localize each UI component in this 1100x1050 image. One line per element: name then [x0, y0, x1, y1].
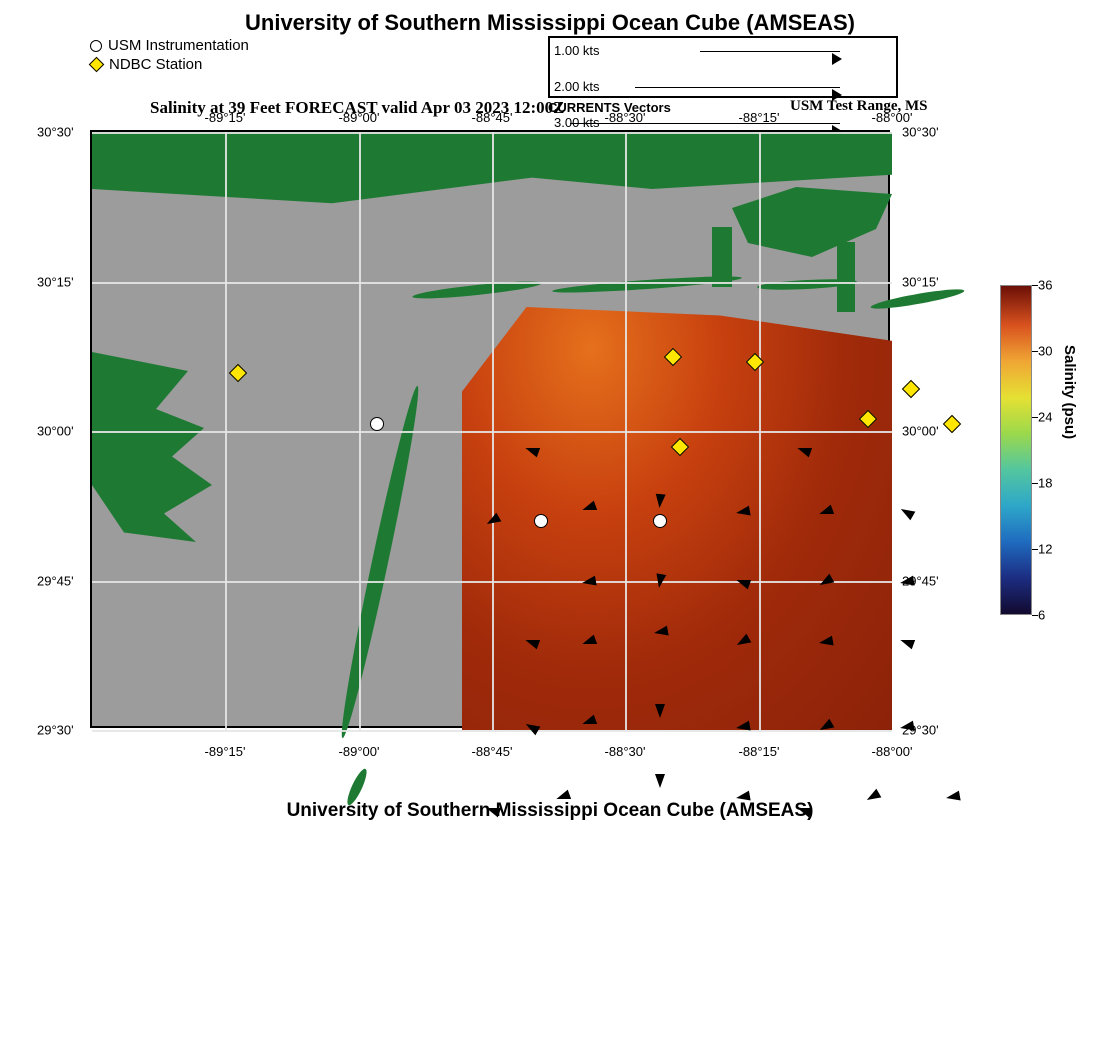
barrier-island-4: [870, 286, 965, 312]
tick-label-right-1: 30°15': [902, 275, 939, 290]
tick-label-right-0: 30°30': [902, 125, 939, 140]
usm-instrumentation-marker[interactable]: [534, 514, 548, 528]
ndbc-station-icon: [89, 57, 105, 73]
tick-label-bottom-4: -88°15': [739, 744, 780, 759]
current-vector-arrow: [652, 704, 668, 720]
tick-label-bottom-1: -89°00': [339, 744, 380, 759]
tick-label-left-2: 30°00': [37, 424, 74, 439]
tick-label-left-1: 30°15': [37, 275, 74, 290]
tick-label-right-2: 30°00': [902, 424, 939, 439]
page-title: University of Southern Mississippi Ocean…: [0, 10, 1100, 36]
colorbar-tick-label-4: 12: [1038, 542, 1052, 557]
vector-key-arrowhead-1: [832, 53, 842, 65]
tick-label-left-4: 29°30': [37, 723, 74, 738]
current-vector-arrow: [651, 623, 670, 642]
tick-label-left-3: 29°45': [37, 574, 74, 589]
tick-label-bottom-0: -89°15': [205, 744, 246, 759]
current-vector-arrow: [897, 573, 916, 592]
vector-key-label-2: 2.00 kts: [554, 79, 600, 94]
vector-key-line-2: [635, 87, 840, 88]
colorbar-tick-label-1: 30: [1038, 344, 1052, 359]
colorbar-tick-label-2: 24: [1038, 410, 1052, 425]
salinity-map[interactable]: -89°15' -89°00' -88°45' -88°30' -88°15' …: [90, 130, 890, 728]
ndbc-station-marker[interactable]: [229, 364, 247, 382]
tick-label-top-3: -88°30': [605, 110, 646, 125]
marker-legend: USM Instrumentation NDBC Station: [90, 36, 249, 74]
usm-instrumentation-icon: [90, 40, 102, 52]
vector-key-line-1: [700, 51, 840, 52]
tick-label-left-0: 30°30': [37, 125, 74, 140]
tick-label-top-2: -88°45': [472, 110, 513, 125]
usm-instrumentation-label: USM Instrumentation: [108, 36, 249, 55]
tick-label-top-1: -89°00': [339, 110, 380, 125]
current-vector-arrow: [651, 493, 668, 510]
colorbar-gradient: [1000, 285, 1032, 615]
gridline-horizontal: [92, 730, 892, 732]
land-eastern-point: [732, 187, 892, 257]
tick-label-top-0: -89°15': [205, 110, 246, 125]
colorbar-tick-label-3: 18: [1038, 476, 1052, 491]
current-vector-arrow: [816, 633, 835, 652]
usm-instrumentation-marker[interactable]: [370, 417, 384, 431]
tick-label-top-4: -88°15': [739, 110, 780, 125]
current-vector-arrow: [579, 573, 598, 592]
ndbc-station-marker[interactable]: [943, 415, 961, 433]
gridline-horizontal: [92, 132, 892, 134]
gridline-horizontal: [92, 282, 892, 284]
current-vector-arrow: [897, 718, 916, 737]
current-vector-arrow: [733, 503, 752, 522]
ndbc-station-marker[interactable]: [902, 380, 920, 398]
bottom-caption: University of Southern Mississippi Ocean…: [0, 800, 1100, 822]
current-vector-key: 1.00 kts 2.00 kts 3.00 kts: [548, 36, 898, 98]
colorbar-title: Salinity (psu): [1061, 345, 1078, 439]
tick-label-top-5: -88°00': [872, 110, 913, 125]
gridline-horizontal: [92, 431, 892, 433]
colorbar-tick-label-0: 36: [1038, 278, 1052, 293]
gridline-horizontal: [92, 581, 892, 583]
land-marsh-cluster: [92, 352, 252, 542]
tick-label-bottom-2: -88°45': [472, 744, 513, 759]
current-vector-arrow: [733, 718, 752, 737]
ndbc-station-label: NDBC Station: [109, 55, 202, 74]
usm-instrumentation-marker[interactable]: [653, 514, 667, 528]
current-vector-arrow: [895, 501, 917, 523]
colorbar-tick-label-5: 6: [1038, 608, 1045, 623]
current-vector-arrow: [896, 632, 917, 653]
current-vector-arrow: [652, 774, 668, 790]
tick-label-bottom-3: -88°30': [605, 744, 646, 759]
tick-label-bottom-5: -88°00': [872, 744, 913, 759]
chandeleur-islands: [335, 384, 425, 739]
vector-key-label-1: 1.00 kts: [554, 43, 600, 58]
salinity-colorbar[interactable]: 36 30 24 18 12 6 Salinity (psu): [1000, 285, 1040, 615]
current-vector-arrow: [651, 573, 670, 592]
land-peninsula-2: [837, 242, 855, 312]
